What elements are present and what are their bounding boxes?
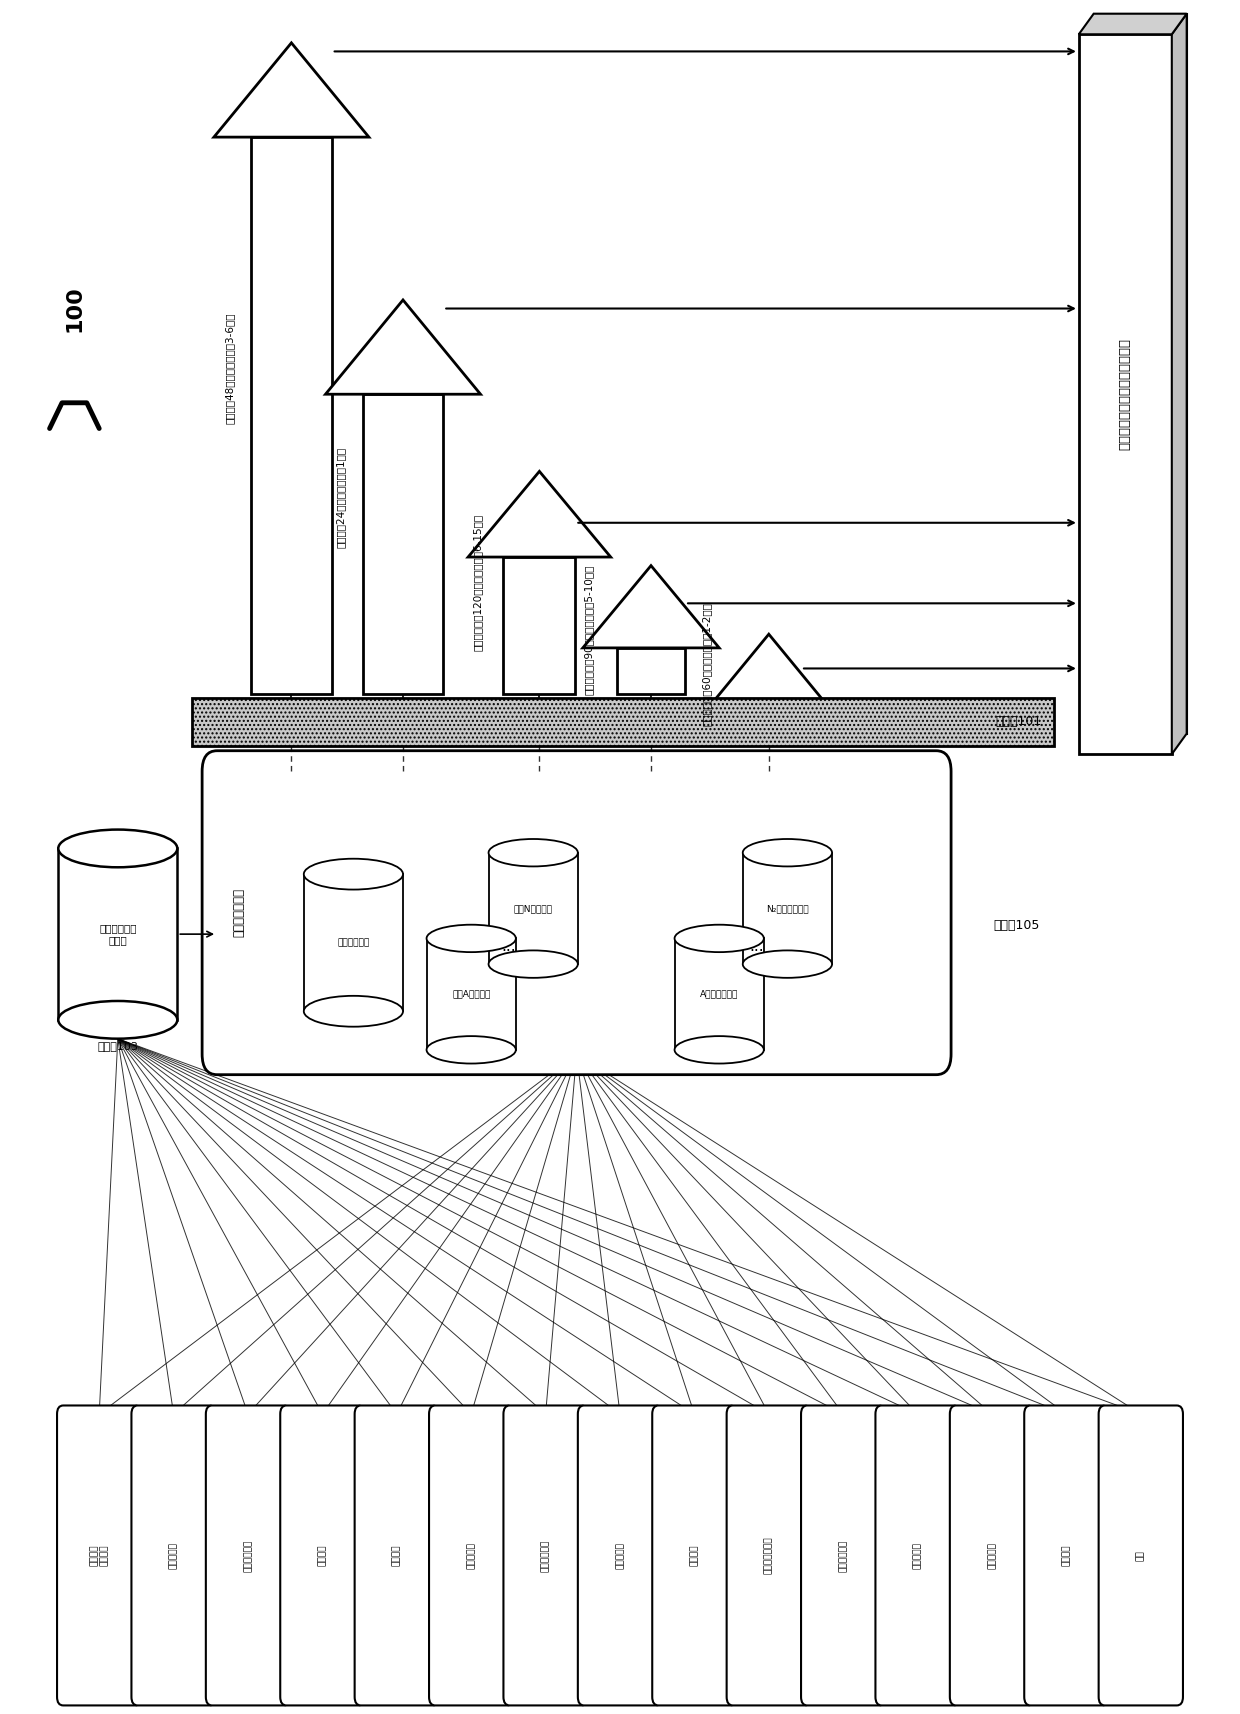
Polygon shape (469, 471, 611, 557)
Text: 即时预报最长90分钟；更新大剠5-10分钟: 即时预报最长90分钟；更新大剠5-10分钟 (584, 564, 594, 696)
Ellipse shape (743, 950, 832, 977)
FancyBboxPatch shape (875, 1405, 960, 1705)
FancyBboxPatch shape (652, 1405, 737, 1705)
Text: 其他预报模型: 其他预报模型 (838, 1539, 848, 1572)
Text: 区域A数据中心: 区域A数据中心 (453, 989, 490, 999)
Bar (192, 698, 1054, 746)
Ellipse shape (58, 830, 177, 867)
Bar (362, 394, 444, 694)
Polygon shape (1172, 14, 1187, 754)
Text: 资料库103: 资料库103 (98, 1040, 138, 1051)
Ellipse shape (489, 950, 578, 977)
Text: 雷达数据: 雷达数据 (392, 1544, 402, 1567)
Ellipse shape (427, 1035, 516, 1063)
Bar (743, 854, 832, 963)
Text: 探测观测値: 探测观测値 (169, 1543, 179, 1568)
Text: 分析: 分析 (1136, 1549, 1146, 1561)
FancyBboxPatch shape (1099, 1405, 1183, 1705)
Bar (1094, 14, 1187, 734)
Text: ...: ... (749, 939, 764, 953)
Text: 地面观测値: 地面观测値 (466, 1543, 476, 1568)
Text: 跟踪可视范围: 跟踪可视范围 (541, 1539, 551, 1572)
FancyBboxPatch shape (578, 1405, 662, 1705)
FancyBboxPatch shape (801, 1405, 885, 1705)
Text: 即时预报最长120分钟；更新大剠6-15分钟: 即时预报最长120分钟；更新大剠6-15分钟 (472, 514, 482, 651)
Text: ...: ... (501, 939, 516, 953)
Text: 国家数据中心: 国家数据中心 (337, 938, 370, 948)
Bar (58, 848, 177, 1020)
Bar (737, 694, 801, 710)
Text: 分布式数据中心: 分布式数据中心 (233, 888, 246, 938)
FancyBboxPatch shape (280, 1405, 365, 1705)
Bar (250, 137, 331, 694)
Text: 集中式数据库
服务器: 集中式数据库 服务器 (99, 924, 136, 944)
Text: 卫星数据: 卫星数据 (317, 1544, 327, 1567)
Text: 预报最长48小时；更新大剠3-6小时: 预报最长48小时；更新大剠3-6小时 (224, 312, 234, 425)
Text: 风耶仪观测値: 风耶仪观测値 (243, 1539, 253, 1572)
Bar (304, 874, 403, 1011)
Bar (427, 939, 516, 1049)
Text: 预报最长24小时，更新大剠1小时: 预报最长24小时，更新大剠1小时 (336, 447, 346, 547)
Ellipse shape (675, 926, 764, 953)
Ellipse shape (58, 1001, 177, 1039)
FancyBboxPatch shape (206, 1405, 290, 1705)
FancyBboxPatch shape (131, 1405, 216, 1705)
Bar (675, 939, 764, 1049)
Text: 激光雷达: 激光雷达 (689, 1544, 699, 1567)
Ellipse shape (743, 840, 832, 867)
FancyBboxPatch shape (727, 1405, 811, 1705)
Text: 大领域预报模型: 大领域预报模型 (764, 1537, 774, 1573)
Text: 向用户共享全系统气象产品信息: 向用户共享全系统气象产品信息 (1118, 338, 1132, 451)
Text: 整体预报
系统模型: 整体预报 系统模型 (89, 1544, 109, 1567)
Ellipse shape (304, 996, 403, 1027)
Text: 处理器101: 处理器101 (996, 715, 1042, 728)
Text: 即时预报最长60分钟；更新大剠1-2分钟: 即时预报最长60分钟；更新大剠1-2分钟 (702, 602, 712, 727)
Polygon shape (707, 634, 831, 710)
FancyBboxPatch shape (950, 1405, 1034, 1705)
Text: 风道表数据: 风道表数据 (615, 1543, 625, 1568)
Polygon shape (325, 300, 481, 394)
FancyBboxPatch shape (355, 1405, 439, 1705)
Bar (618, 648, 684, 694)
Text: A机场数据中心: A机场数据中心 (701, 989, 738, 999)
Ellipse shape (304, 859, 403, 890)
Bar (1079, 34, 1172, 754)
Ellipse shape (675, 1035, 764, 1063)
FancyBboxPatch shape (503, 1405, 588, 1705)
Text: 飞机观测値: 飞机观测値 (987, 1543, 997, 1568)
Ellipse shape (427, 926, 516, 953)
FancyBboxPatch shape (429, 1405, 513, 1705)
Polygon shape (213, 43, 370, 137)
FancyBboxPatch shape (1024, 1405, 1109, 1705)
Bar (503, 557, 575, 694)
Polygon shape (1079, 14, 1187, 34)
FancyBboxPatch shape (202, 751, 951, 1075)
Text: 数据源105: 数据源105 (993, 919, 1040, 932)
Text: N₂机场数据中心: N₂机场数据中心 (766, 903, 808, 914)
FancyBboxPatch shape (57, 1405, 141, 1705)
Text: 100: 100 (64, 285, 84, 333)
Ellipse shape (489, 840, 578, 867)
Polygon shape (583, 566, 719, 648)
Bar (489, 854, 578, 963)
Text: 区域N数据中心: 区域N数据中心 (513, 903, 553, 914)
Text: 辅助数据: 辅助数据 (1061, 1544, 1071, 1567)
Text: 专业传感器: 专业传感器 (913, 1543, 923, 1568)
